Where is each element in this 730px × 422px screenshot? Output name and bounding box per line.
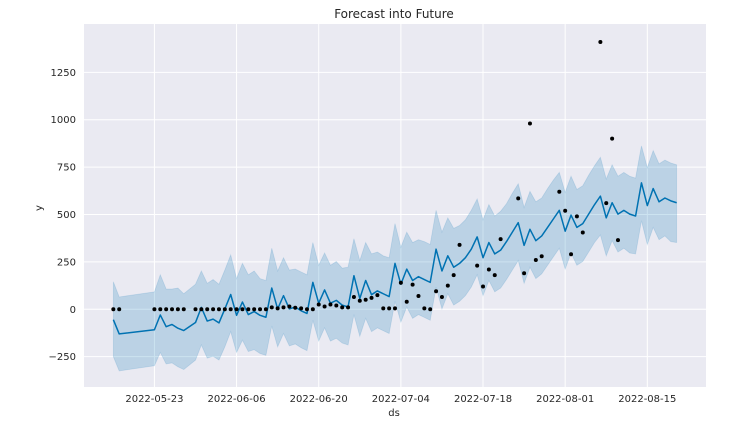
data-point <box>276 306 280 310</box>
y-tick-labels: −250 0 250 500 750 1000 1250 <box>49 68 76 363</box>
data-point <box>111 307 115 311</box>
data-point <box>293 306 297 310</box>
x-tick-label: 2022-06-20 <box>290 394 348 405</box>
data-point <box>346 305 350 309</box>
y-tick-label: 1000 <box>51 115 76 126</box>
data-point <box>323 304 327 308</box>
data-point <box>569 252 573 256</box>
data-point <box>240 307 244 311</box>
data-point <box>176 307 180 311</box>
data-point <box>199 307 203 311</box>
data-point <box>328 303 332 307</box>
data-point <box>540 254 544 258</box>
data-point <box>170 307 174 311</box>
y-tick-label: 250 <box>57 257 76 268</box>
data-point <box>405 300 409 304</box>
data-point <box>604 201 608 205</box>
x-axis-label: ds <box>388 408 400 419</box>
data-point <box>287 304 291 308</box>
data-point <box>317 303 321 307</box>
x-tick-labels: 2022-05-23 2022-06-06 2022-06-20 2022-07-04… <box>125 394 676 405</box>
data-point <box>563 209 567 213</box>
data-point <box>205 307 209 311</box>
data-point <box>557 190 561 194</box>
data-point <box>434 289 438 293</box>
x-tick-label: 2022-05-23 <box>125 394 183 405</box>
data-point <box>182 307 186 311</box>
data-point <box>458 243 462 247</box>
data-point <box>258 307 262 311</box>
data-point <box>522 271 526 275</box>
data-point <box>534 258 538 262</box>
data-point <box>575 214 579 218</box>
data-point <box>422 306 426 310</box>
data-point <box>117 307 121 311</box>
data-point <box>428 307 432 311</box>
x-tick-label: 2022-08-15 <box>618 394 676 405</box>
data-point <box>158 307 162 311</box>
data-point <box>446 284 450 288</box>
data-point <box>452 273 456 277</box>
data-point <box>516 196 520 200</box>
x-tick-label: 2022-08-01 <box>536 394 594 405</box>
data-point <box>352 295 356 299</box>
data-point <box>340 305 344 309</box>
y-tick-label: 0 <box>70 305 76 316</box>
y-tick-label: −250 <box>49 352 76 363</box>
data-point <box>493 273 497 277</box>
data-point <box>481 285 485 289</box>
data-point <box>598 40 602 44</box>
data-point <box>229 307 233 311</box>
data-point <box>475 264 479 268</box>
data-point <box>334 303 338 307</box>
y-tick-label: 1250 <box>51 68 76 79</box>
data-point <box>610 137 614 141</box>
data-point <box>528 122 532 126</box>
data-point <box>499 237 503 241</box>
data-point <box>211 307 215 311</box>
data-point <box>393 306 397 310</box>
data-point <box>411 283 415 287</box>
chart-title: Forecast into Future <box>334 7 454 21</box>
data-point <box>305 307 309 311</box>
data-point <box>387 306 391 310</box>
data-point <box>399 281 403 285</box>
data-point <box>252 307 256 311</box>
data-point <box>440 295 444 299</box>
data-point <box>299 306 303 310</box>
data-point <box>311 307 315 311</box>
data-point <box>364 298 368 302</box>
data-point <box>193 307 197 311</box>
y-axis-label: y <box>34 205 45 211</box>
x-tick-label: 2022-06-06 <box>208 394 266 405</box>
data-point <box>217 307 221 311</box>
data-point <box>375 293 379 297</box>
y-tick-label: 500 <box>57 210 76 221</box>
x-tick-label: 2022-07-04 <box>372 394 430 405</box>
data-point <box>487 267 491 271</box>
data-point <box>581 231 585 235</box>
data-point <box>235 307 239 311</box>
data-point <box>381 306 385 310</box>
data-point <box>358 299 362 303</box>
data-point <box>152 307 156 311</box>
data-point <box>223 307 227 311</box>
data-point <box>270 305 274 309</box>
data-point <box>282 305 286 309</box>
data-point <box>264 307 268 311</box>
x-tick-label: 2022-07-18 <box>454 394 512 405</box>
data-point <box>416 294 420 298</box>
data-point <box>616 238 620 242</box>
data-point <box>246 307 250 311</box>
y-tick-label: 750 <box>57 163 76 174</box>
data-point <box>164 307 168 311</box>
data-point <box>370 296 374 300</box>
